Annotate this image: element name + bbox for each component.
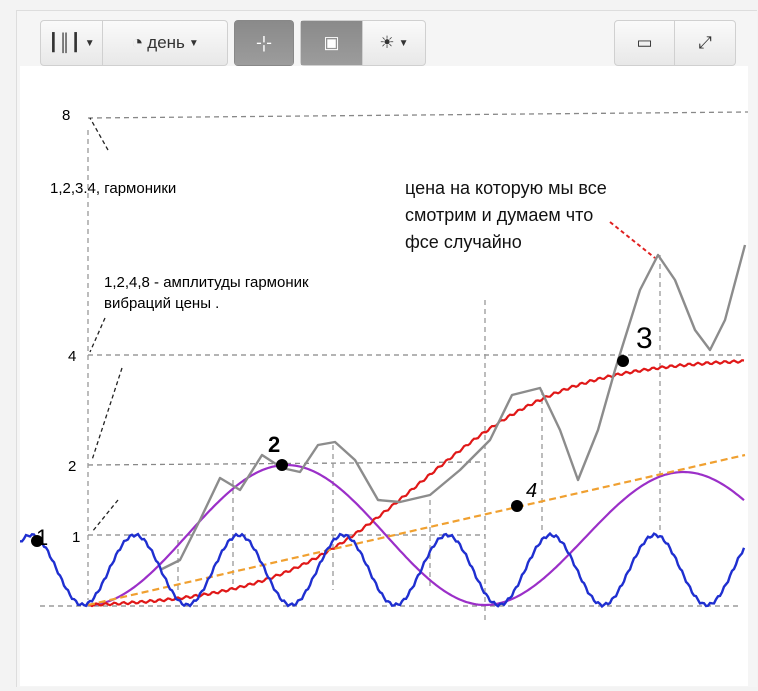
alerts-button[interactable]: ☀ ▼ [363,21,425,65]
y-tick-1: 1 [72,529,80,546]
y-tick-8: 8 [62,107,70,124]
series-harmonic-3 [87,359,745,608]
annotation-arrow [91,499,119,533]
indicator-panel-button[interactable]: ▣ [301,21,363,65]
price-arrow [609,221,656,259]
chevron-down-icon: ▼ [398,37,409,49]
crosshair-button[interactable]: -¦- [235,21,293,65]
clock-icon: ◔ [131,31,144,54]
monitor-icon: ▭ [636,33,653,52]
annotation-arrows [89,117,656,533]
marker-label-1: 1 [36,525,48,550]
y-tick-2: 2 [68,458,76,475]
screen-button[interactable]: ▭ [615,21,675,65]
annotation-amplitudes-2: вибраций цены . [104,295,219,312]
alarm-light-icon: ☀ [379,33,395,52]
fullscreen-button[interactable]: ⤢ [675,21,735,65]
annotation-price-2: смотрим и думаем что [405,205,593,225]
candlestick-icon: ┃║┃ [48,33,81,52]
fullscreen-icon: ⤢ [698,33,712,52]
indicator-panel-icon: ▣ [323,33,340,52]
marker-dot-1 [31,535,43,547]
series [20,244,747,609]
marker-dot-4 [511,500,523,512]
marker-label-3: 3 [636,322,653,355]
chart-area[interactable]: 8 4 2 1 1,2,3.4, гармоники 1,2,4,8 - амп… [20,66,749,686]
chart-type-button[interactable]: ┃║┃ ▼ [41,21,103,65]
marker-label-2: 2 [268,432,280,457]
crosshair-icon: -¦- [256,33,272,52]
series-harmonic-4 [87,453,746,607]
series-price [159,244,747,572]
annotation-price-3: фсе случайно [405,232,522,252]
marker-dot-2 [276,459,288,471]
annotation-arrow [89,317,106,353]
annotation-amplitudes-1: 1,2,4,8 - амплитуды гармоник [104,274,309,291]
annotation-harmonics: 1,2,3.4, гармоники [50,180,176,197]
y-tick-4: 4 [68,348,76,365]
annotation-arrow [89,117,109,151]
period-label: день [147,33,185,52]
h-gridline [87,111,749,119]
chevron-down-icon: ▼ [84,37,95,49]
chart-svg: 8 4 2 1 1,2,3.4, гармоники 1,2,4,8 - амп… [20,107,749,620]
gridlines [40,111,749,620]
series-harmonic-1 [20,531,746,609]
period-dropdown[interactable]: ◔ день ▼ [103,21,227,65]
annotation-arrow [91,367,123,461]
chevron-down-icon: ▼ [188,37,199,49]
annotation-price-1: цена на которую мы все [405,178,607,198]
markers [31,355,629,547]
marker-dot-3 [617,355,629,367]
h-gridline [87,461,481,466]
marker-label-4: 4 [526,480,537,502]
